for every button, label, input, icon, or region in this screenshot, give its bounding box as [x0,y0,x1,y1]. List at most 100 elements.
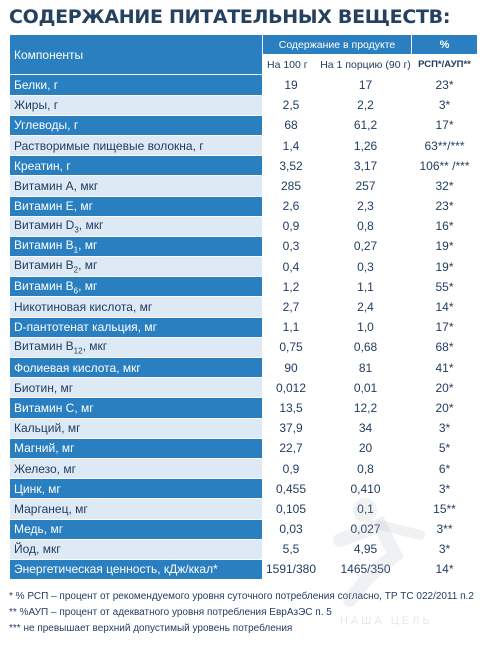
table-row: Никотиновая кислота, мг 2,7 2,4 14* [9,296,478,318]
component-name-unit: , мкг [78,218,104,233]
component-name: Жиры, г [9,94,263,116]
component-name: Железо, мг [9,457,263,480]
header-percent: % [411,33,478,56]
value-percent: 5* [411,437,478,459]
table-row: Белки, г 19 17 23* [9,74,478,96]
value-percent: 63**/*** [411,134,478,157]
value-per-serving: 2,3 [319,195,412,217]
value-per-100: 22,7 [262,437,320,459]
header-content-in-product: Содержание в продукте [262,33,412,56]
value-percent: 3* [411,94,478,116]
component-name: Фолиевая кислота, мкг [9,356,263,379]
footnote: *** не превышает верхний допустимый уров… [9,623,293,634]
component-name-main: Витамин B [14,258,74,273]
value-per-serving: 0,68 [319,336,412,359]
component-name-subscript: 1 [73,245,79,255]
component-name: Энергетическая ценность, кДж/ккал* [9,558,263,581]
value-per-serving: 0,8 [319,215,412,237]
table-row: Витамин B2, мг 0,4 0,3 19* [9,256,478,278]
value-per-serving: 0,8 [319,457,412,480]
table-header-row: Компоненты Содержание в продукте % [9,33,478,76]
value-percent: 23* [411,195,478,217]
value-per-serving: 1,1 [319,276,412,298]
value-per-serving: 1465/350 [319,558,412,581]
value-percent: 20* [411,397,478,419]
value-percent: 19* [411,235,478,258]
table-row: Медь, мг 0,03 0,027 3** [9,518,478,540]
value-per-100: 1,2 [262,276,320,298]
value-per-100: 0,3 [262,235,320,258]
component-name-unit: , мг [78,258,98,273]
component-name: Медь, мг [9,518,263,540]
table-row: Магний, мг 22,7 20 5* [9,437,478,459]
value-per-100: 2,6 [262,195,320,217]
value-percent: 14* [411,296,478,318]
component-name-subscript: 6 [73,286,79,296]
value-per-100: 68 [262,114,320,136]
value-percent: 14* [411,558,478,581]
value-percent: 20* [411,377,478,399]
component-name: Белки, г [9,74,263,96]
component-name-subscript: 3 [74,225,79,235]
component-name: Кальций, мг [9,417,263,439]
component-name: Цинк, мг [9,478,263,500]
component-name-main: Витамин D [14,218,75,233]
value-per-serving: 1,0 [319,316,412,338]
table-row: Железо, мг 0,9 0,8 6* [9,457,478,480]
value-percent: 55* [411,276,478,298]
value-per-100: 0,455 [262,478,320,500]
value-per-100: 2,5 [262,94,320,116]
value-per-serving: 1,26 [319,134,412,157]
value-per-100: 0,9 [262,215,320,237]
component-name: Креатин, г [9,155,263,177]
component-name-main: Витамин B [14,238,74,253]
value-percent: 3* [411,417,478,439]
nutrition-table: Компоненты Содержание в продукте % На 10… [9,33,478,581]
table-row: Витамин D3, мкг 0,9 0,8 16* [9,215,478,237]
component-name: Марганец, мг [9,498,263,520]
value-per-serving: 0,01 [319,377,412,399]
component-name: Витамин D3, мкг [9,215,263,237]
value-per-100: 1,4 [262,134,320,157]
value-percent: 17* [411,114,478,136]
value-per-serving: 12,2 [319,397,412,419]
table-row: Витамин С, мг 13,5 12,2 20* [9,397,478,419]
value-per-serving: 3,17 [319,155,412,177]
component-name-unit: , мг [78,238,98,253]
component-name: Витамин А, мкг [9,175,263,197]
table-row: Марганец, мг 0,105 0,1 15** [9,498,478,520]
component-name: Углеводы, г [9,114,263,136]
component-name: Витамин B12, мкг [9,336,263,359]
footnote: * % РСП – процент от рекомендуемого уров… [9,591,474,602]
value-percent: 23* [411,74,478,96]
value-per-100: 2,7 [262,296,320,318]
value-per-serving: 17 [319,74,412,96]
value-percent: 15** [411,498,478,520]
table-row: Энергетическая ценность, кДж/ккал* 1591/3… [9,558,478,581]
value-per-serving: 2,4 [319,296,412,318]
table-row: D-пантотенат кальция, мг 1,1 1,0 17* [9,316,478,338]
value-percent: 3* [411,538,478,560]
table-row: Витамин B6, мг 1,2 1,1 55* [9,276,478,298]
header-components: Компоненты [9,33,263,76]
value-per-serving: 2,2 [319,94,412,116]
value-per-100: 0,75 [262,336,320,359]
table-subheader-row: На 100 г На 1 порцию (90 г) РСП*/АУП** [10,54,478,76]
table-row: Биотин, мг 0,012 0,01 20* [9,377,478,399]
table-row: Углеводы, г 68 61,2 17* [9,114,478,136]
table-row: Витамин B1, мг 0,3 0,27 19* [9,235,478,258]
value-per-serving: 0,3 [319,256,412,278]
component-name: Магний, мг [9,437,263,459]
value-per-serving: 61,2 [319,114,412,136]
table-row: Растворимые пищевые волокна, г 1,4 1,26 63*… [9,134,478,157]
value-per-serving: 34 [319,417,412,439]
value-per-serving: 0,027 [319,518,412,540]
table-row: Витамин B12, мкг 0,75 0,68 68* [9,336,478,359]
table-row: Жиры, г 2,5 2,2 3* [9,94,478,116]
component-name: Витамин С, мг [9,397,263,419]
value-per-100: 90 [262,356,320,379]
value-percent: 19* [411,256,478,278]
header-per-100: На 100 г [262,54,320,76]
table-row: Кальций, мг 37,9 34 3* [9,417,478,439]
value-per-100: 0,105 [262,498,320,520]
